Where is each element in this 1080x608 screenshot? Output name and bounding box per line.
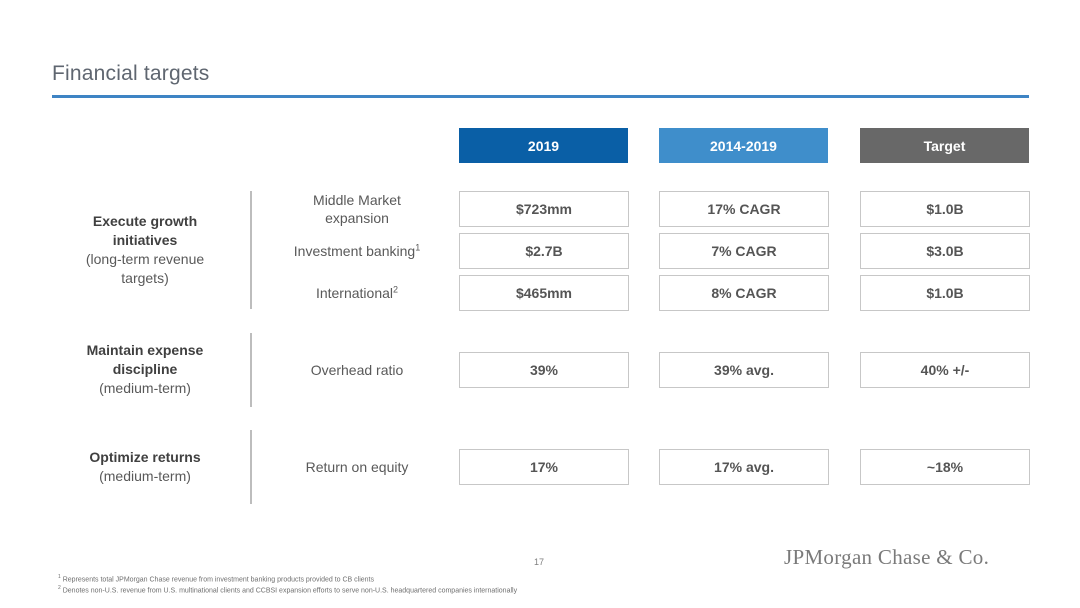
- row-label-return-on-equity: Return on equity: [305, 459, 409, 475]
- value-cell: 17% CAGR: [659, 191, 829, 227]
- value-cell: 8% CAGR: [659, 275, 829, 311]
- value-cell: 7% CAGR: [659, 233, 829, 269]
- group-subtitle: (medium-term): [99, 380, 191, 396]
- value-cell: 17% avg.: [659, 449, 829, 485]
- value-cell: $1.0B: [860, 191, 1030, 227]
- group-title: Execute growth initiatives: [92, 213, 198, 248]
- value-cell: ~18%: [860, 449, 1030, 485]
- footnote: 2 Denotes non-U.S. revenue from U.S. mul…: [58, 585, 518, 595]
- group-divider: [250, 191, 252, 309]
- row-label-overhead-ratio: Overhead ratio: [310, 362, 404, 378]
- company-logo: JPMorgan Chase & Co.: [784, 545, 990, 569]
- value-cell: 40% +/-: [860, 352, 1030, 388]
- group-growth: Execute growth initiatives (long-term re…: [60, 212, 230, 288]
- row-label-middle-market: Middle Market expansion: [313, 192, 401, 226]
- group-subtitle: (long-term revenue targets): [85, 251, 205, 286]
- group-title: Maintain expense discipline: [86, 342, 204, 377]
- group-title: Optimize returns: [89, 449, 201, 465]
- value-cell: 17%: [459, 449, 629, 485]
- page-number: 17: [534, 557, 545, 567]
- page-title: Financial targets: [52, 62, 210, 85]
- value-cell: $2.7B: [459, 233, 629, 269]
- column-header-2019: 2019: [459, 128, 628, 163]
- value-cell: $1.0B: [860, 275, 1030, 311]
- group-divider: [250, 333, 252, 407]
- value-cell: $465mm: [459, 275, 629, 311]
- value-cell: 39%: [459, 352, 629, 388]
- group-divider: [250, 430, 252, 504]
- row-label-international: International2: [315, 284, 399, 301]
- footnote: 1 Represents total JPMorgan Chase revenu…: [58, 574, 375, 584]
- title-divider: [52, 95, 1029, 98]
- group-returns: Optimize returns (medium-term): [60, 448, 230, 486]
- value-cell: 39% avg.: [659, 352, 829, 388]
- column-header-2014-2019: 2014-2019: [659, 128, 828, 163]
- value-cell: $3.0B: [860, 233, 1030, 269]
- row-label-investment-banking: Investment banking1: [293, 242, 421, 259]
- group-subtitle: (medium-term): [99, 468, 191, 484]
- value-cell: $723mm: [459, 191, 629, 227]
- group-expense: Maintain expense discipline (medium-term…: [60, 341, 230, 398]
- column-header-target: Target: [860, 128, 1029, 163]
